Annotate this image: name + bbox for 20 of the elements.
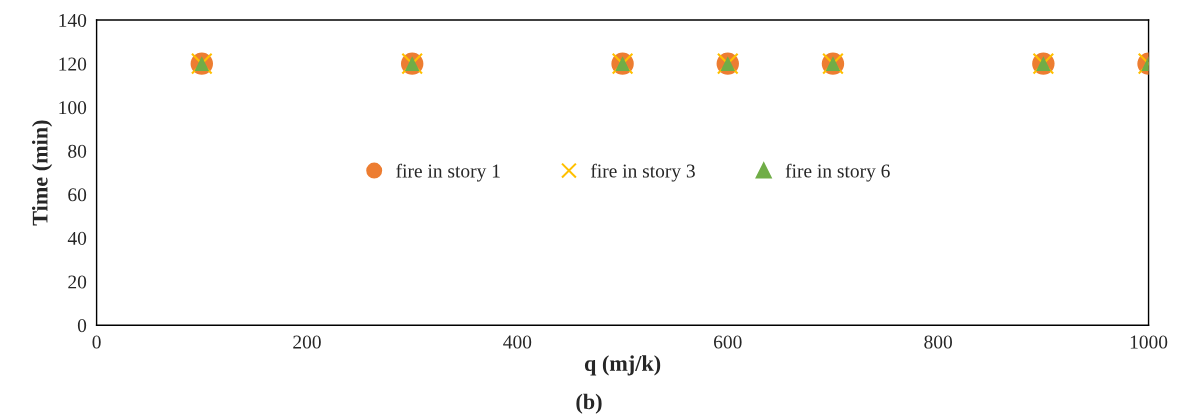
y-tick-label: 0 — [77, 319, 87, 333]
y-tick-label: 80 — [68, 144, 87, 158]
x-tick-label: 800 — [924, 335, 952, 349]
x-tick-label: 600 — [714, 335, 742, 349]
y-axis-title: Time (min) — [32, 120, 53, 226]
y-tick-label: 100 — [59, 101, 87, 115]
legend-label: fire in story 3 — [590, 163, 695, 182]
y-tick-label: 40 — [67, 231, 87, 245]
y-tick-label: 120 — [59, 57, 87, 71]
x-axis-title: q (mj/k) — [584, 355, 661, 376]
legend-label: fire in story 6 — [785, 163, 890, 182]
x-tick-label: 0 — [92, 335, 101, 349]
legend-label: fire in story 1 — [396, 163, 500, 182]
y-tick-label: 140 — [59, 13, 87, 27]
x-tick-label: 1000 — [1130, 335, 1168, 349]
x-tick-label: 200 — [293, 335, 321, 349]
y-tick-label: 20 — [68, 275, 87, 289]
text: (b) — [576, 393, 602, 414]
x-tick-label: 400 — [503, 335, 532, 349]
y-tick-label: 60 — [68, 188, 87, 202]
